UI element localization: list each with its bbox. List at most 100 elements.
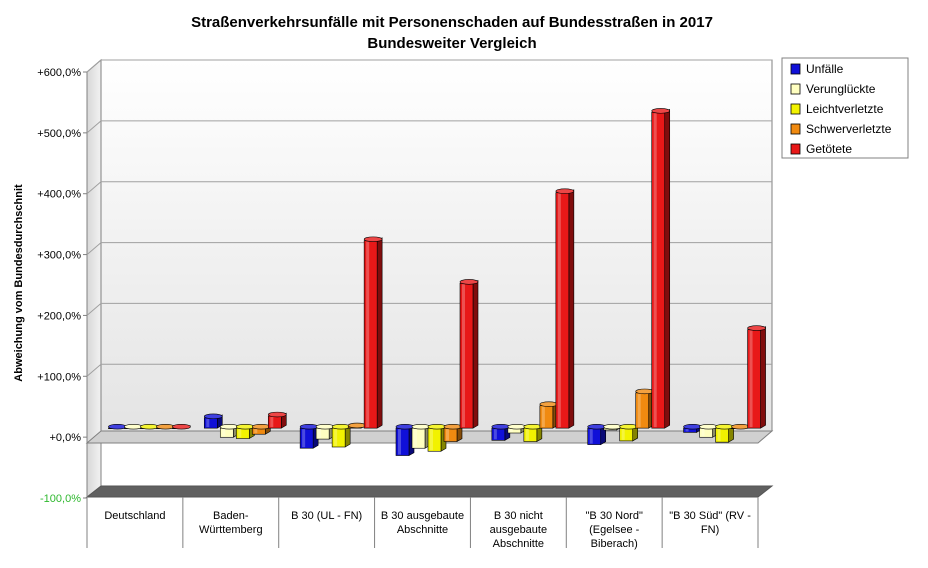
bar-side	[376, 237, 383, 429]
bar-front	[443, 427, 458, 442]
bar-top	[219, 424, 239, 430]
bar-top	[603, 424, 623, 430]
category-label: B 30 (UL - FN)	[291, 510, 362, 522]
bar-top	[459, 279, 479, 285]
bar-highlight	[366, 241, 370, 428]
bar	[315, 424, 335, 440]
bar-highlight	[270, 416, 274, 428]
bar-top	[395, 424, 415, 430]
category-label-line: "B 30 Süd" (RV -	[669, 510, 751, 522]
bar	[651, 108, 671, 429]
bar-highlight	[462, 284, 465, 428]
bar-top	[411, 424, 431, 430]
legend-swatch	[790, 143, 801, 155]
bar-top	[363, 236, 383, 242]
bar-top	[731, 424, 750, 430]
bar-side	[568, 189, 575, 429]
bar-highlight	[493, 429, 497, 440]
bar-front	[219, 427, 234, 438]
bar-highlight	[222, 429, 226, 437]
bar-top	[443, 424, 463, 430]
legend: Unfälle Verunglückte Leichtverletzte Schwer…	[790, 62, 892, 156]
bar	[443, 424, 463, 443]
bar-highlight	[430, 429, 433, 451]
bar-side	[760, 326, 766, 429]
legend-item: Getötete	[790, 142, 852, 156]
bar-highlight	[557, 193, 561, 428]
y-tick-label: +100,0%	[37, 371, 81, 383]
bar-front	[715, 427, 729, 443]
bar-highlight	[238, 429, 242, 438]
bar-highlight	[302, 429, 306, 448]
bar-highlight	[701, 429, 705, 437]
category-label-line: B 30 (UL - FN)	[291, 510, 362, 522]
chart-side-wall	[86, 58, 102, 498]
bar-top	[267, 411, 287, 418]
category-label: Baden- Württemberg	[199, 510, 263, 536]
bar-highlight	[509, 429, 513, 433]
bar-highlight	[717, 429, 721, 442]
legend-item: Leichtverletzte	[790, 102, 884, 116]
bar	[251, 424, 271, 435]
bar-top	[619, 424, 639, 430]
bar-highlight	[621, 429, 625, 440]
bar-top	[539, 401, 559, 407]
y-tick-label: +600,0%	[37, 67, 81, 79]
category-labels: Deutschland Baden- Württemberg B 30 (UL - F…	[86, 497, 759, 550]
bar-highlight	[446, 429, 449, 441]
bar	[587, 424, 607, 446]
bar	[347, 422, 367, 429]
bar	[699, 424, 718, 438]
bar	[539, 401, 559, 429]
grid-line-side	[86, 363, 102, 377]
category-label-line: Biberach)	[591, 538, 638, 550]
category-label-line: (Egelsee -	[589, 524, 639, 536]
bar-top	[427, 424, 447, 430]
category-label-line: FN)	[701, 524, 719, 536]
bar-highlight	[589, 429, 593, 444]
bar-top	[651, 108, 671, 114]
bar-front	[635, 392, 650, 429]
legend-swatch	[790, 63, 801, 75]
bar	[619, 424, 639, 442]
y-tick-labels: -100,0% +0,0% +100,0% +200,0% +300,0% +400,0%…	[37, 67, 87, 505]
bar-top	[331, 424, 351, 430]
bar-highlight	[541, 406, 545, 428]
bar	[459, 279, 479, 429]
bar	[267, 411, 287, 429]
bar-highlight	[206, 418, 210, 428]
bar-side	[472, 279, 479, 429]
bar-front	[699, 427, 713, 438]
bar-front	[395, 427, 410, 456]
bar-front	[363, 240, 378, 429]
category-label-line: Abschnitte	[493, 538, 544, 550]
y-tick-label: +0,0%	[50, 432, 82, 444]
bar-top	[635, 388, 655, 395]
bar-highlight	[254, 429, 258, 434]
legend-swatch	[790, 83, 801, 95]
category-label-line: Abschnitte	[397, 524, 448, 536]
bar	[172, 424, 191, 430]
bar-top	[715, 424, 734, 430]
bar-front	[523, 427, 538, 442]
bar-top	[523, 424, 543, 430]
bar	[331, 424, 351, 448]
bar-front	[331, 427, 346, 448]
bar-front	[587, 427, 602, 445]
bar-top	[347, 422, 367, 429]
bar	[235, 424, 255, 440]
legend-item: Unfälle	[790, 62, 844, 76]
category-label: B 30 nicht ausgebaute Abschnitte	[490, 510, 548, 550]
bar-front	[203, 417, 218, 429]
category-label-line: B 30 ausgebaute	[381, 510, 464, 522]
category-label: "B 30 Süd" (RV - FN)	[669, 510, 751, 536]
bar	[747, 325, 766, 429]
bar-front	[555, 192, 570, 429]
bar	[523, 424, 543, 443]
bar-top	[315, 424, 335, 430]
bar-top	[124, 424, 143, 430]
bar-front	[427, 427, 442, 452]
legend-label: Verunglückte	[806, 82, 876, 96]
bar-highlight	[653, 113, 657, 428]
grid-line-side	[86, 303, 102, 316]
